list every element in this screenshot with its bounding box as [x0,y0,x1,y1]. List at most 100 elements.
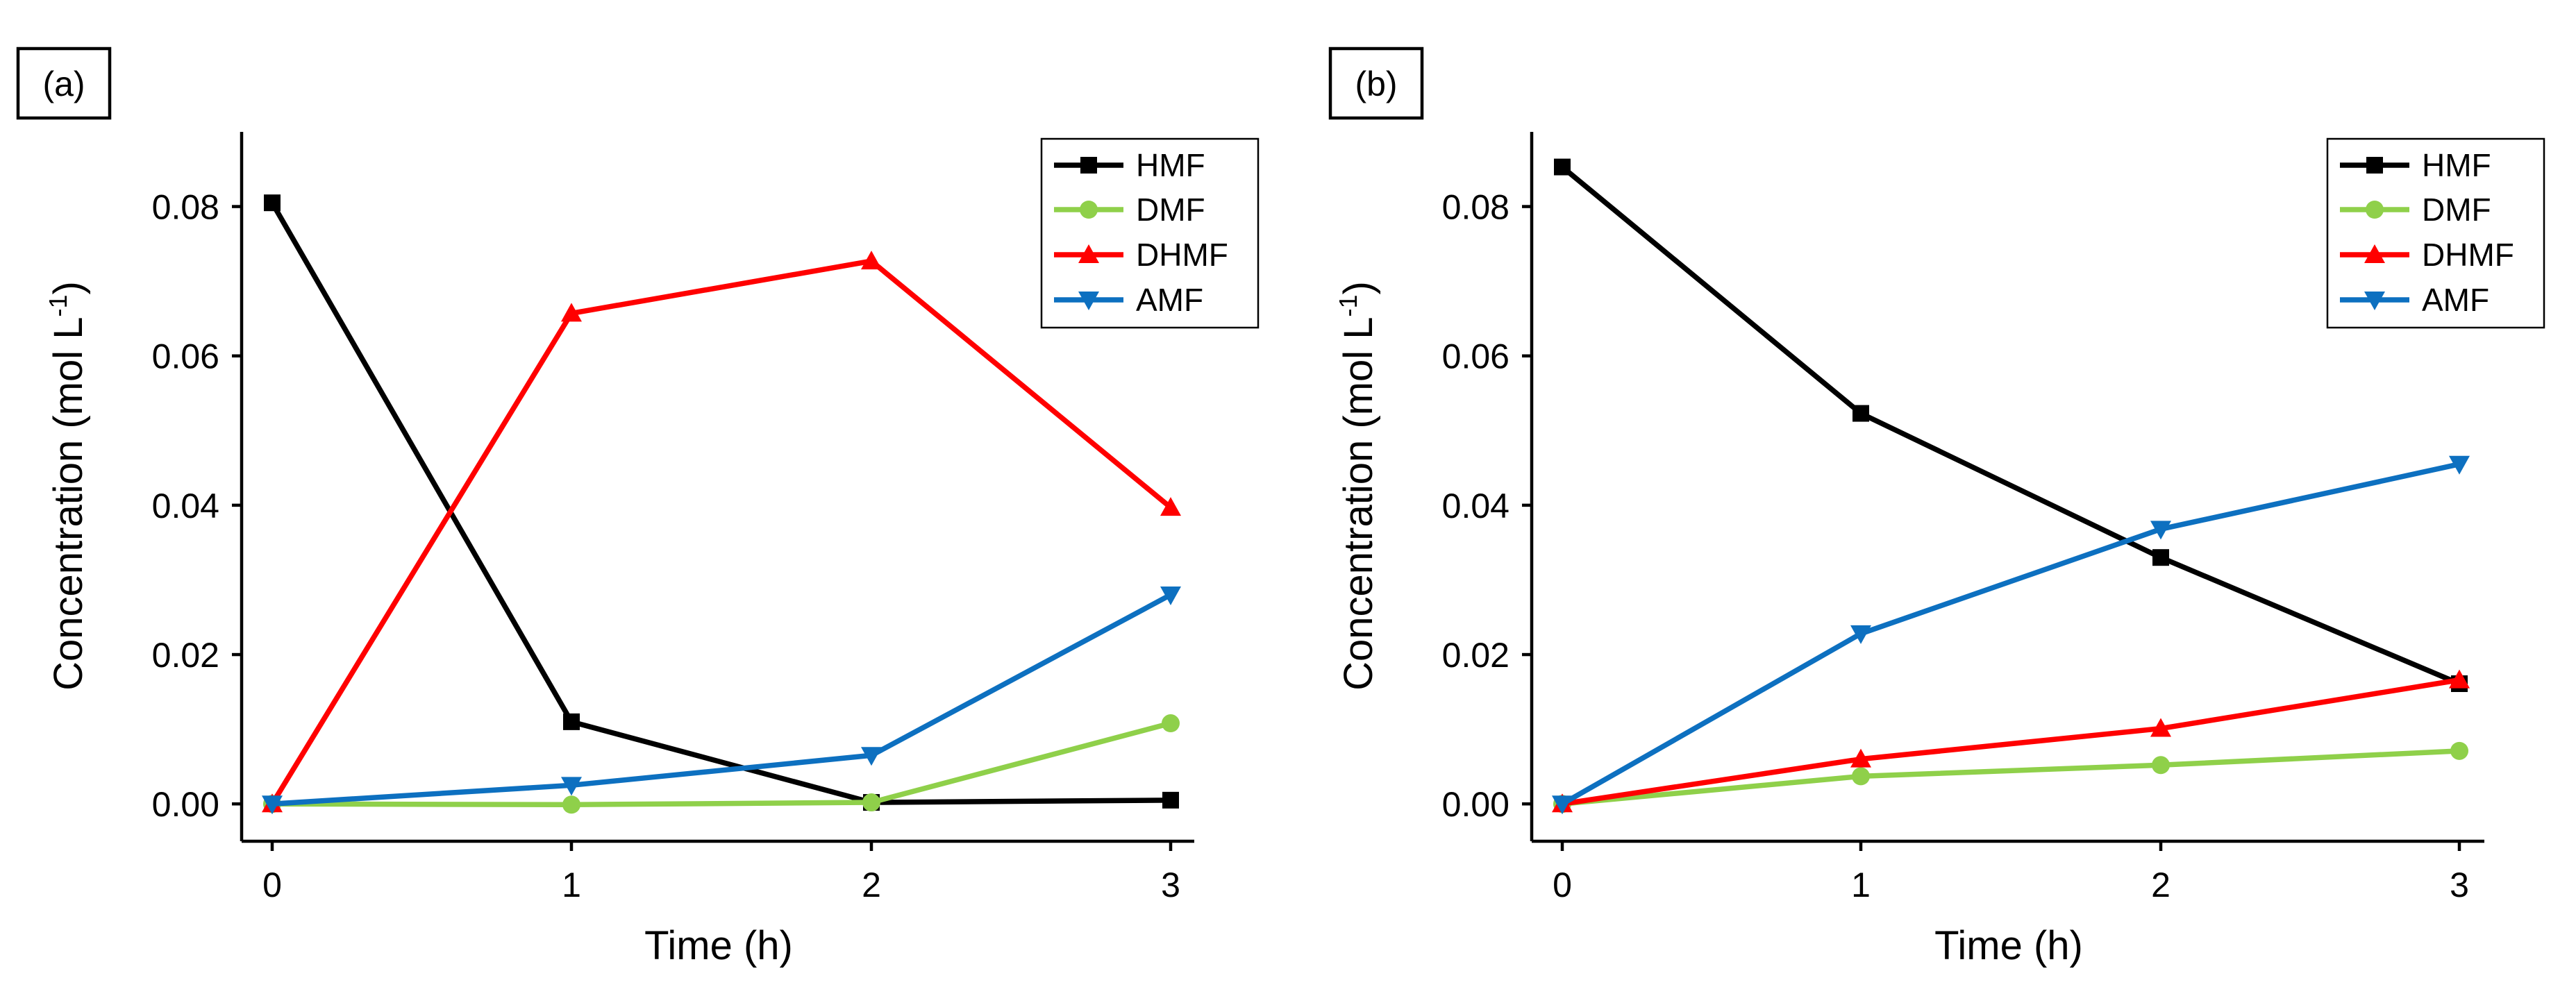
amf-marker [262,795,283,815]
legend-label: HMF [1136,147,1205,183]
dmf-marker [2366,201,2384,219]
panel-label: (a) [42,65,85,103]
dhmf-marker [2150,718,2171,737]
legend-entry-amf: AMF [1054,282,1203,318]
hmf-marker [1554,158,1571,176]
y-ticks [1522,205,1532,806]
legend-marker [1078,244,1099,263]
legend-marker [1080,201,1098,219]
y-tick-label: 0.02 [1442,636,1509,675]
x-tick-label: 1 [1851,866,1871,904]
amf-marker [1078,292,1099,310]
dhmf-marker [861,251,882,270]
y-axis-title-suffix: ) [46,281,91,294]
amf-series-line [1561,462,2460,807]
x-tick-label: 2 [862,866,881,904]
panel-a: (a) 0.00 0.02 0.04 0.06 0.08 0 1 2 3 Tim… [16,47,1260,968]
x-tick-label: 1 [562,866,581,904]
y-axis-title-main: Concentration (mol L [1336,317,1381,690]
legend-entry-amf: AMF [2340,282,2489,318]
y-axis-title-superscript: -1 [44,294,72,317]
x-ticks [270,841,1173,851]
legend-marker [1080,157,1097,174]
dmf-series-line [1562,748,2460,807]
y-tick-label: 0.08 [152,188,219,227]
legend-marker [2366,157,2383,174]
hmf-marker [1162,791,1179,809]
x-tick-label: 3 [2450,866,2469,904]
y-axis-title: Concentration (mol L-1) [44,281,91,691]
amf-marker [2449,455,2470,475]
amf-marker [2150,521,2171,540]
legend: HMF DMF DHMF AMF [1040,137,1260,329]
amf-marker [1850,625,1871,644]
dmf-marker [1162,714,1180,733]
plot-area [1552,158,2470,815]
hmf-marker [2152,549,2169,566]
legend-marker [2364,292,2385,310]
amf-series-line [271,592,1172,807]
dhmf-series-line [269,258,1173,806]
x-tick-label: 3 [1161,866,1180,904]
dmf-marker [562,795,580,814]
x-axis-title: Time (h) [1934,923,2083,968]
hmf-marker [1080,157,1097,174]
y-tick-label: 0.00 [1442,785,1509,824]
y-tick-label: 0.06 [1442,337,1509,376]
hmf-series-line [269,201,1171,805]
dhmf-marker [1078,244,1099,263]
y-tick-label: 0.04 [152,487,219,525]
dmf-marker [2450,741,2468,760]
dmf-marker [1852,767,1870,786]
legend-entry-dhmf: DHMF [1054,237,1228,273]
dmf-marker [1080,201,1098,219]
dhmf-marker [1850,748,1871,768]
y-axis-title-suffix: ) [1336,281,1381,294]
legend-marker [2366,201,2384,219]
legend: HMF DMF DHMF AMF [2326,137,2545,329]
dhmf-marker [2449,669,2470,689]
legend-label: DHMF [1136,237,1228,273]
y-tick-label: 0.00 [152,785,219,824]
legend-entry-dmf: DMF [2340,192,2491,228]
y-axis-title-main: Concentration (mol L [46,317,91,690]
amf-marker [1160,586,1181,605]
legend-entry-hmf: HMF [1054,147,1205,183]
x-tick-label: 0 [1553,866,1572,904]
y-axis-title: Concentration (mol L-1) [1334,281,1381,691]
amf-marker [561,777,582,796]
hmf-marker [1852,405,1869,422]
legend-entry-hmf: HMF [2340,147,2491,183]
hmf-marker [2366,157,2383,174]
dhmf-marker [1160,497,1181,516]
legend-label: AMF [1136,282,1203,318]
x-ticks [1560,841,2461,851]
legend-marker [1078,292,1099,310]
panel-b: (b) 0.00 0.02 0.04 0.06 0.08 0 1 2 3 Tim… [1328,47,2545,968]
y-axis-title-superscript: -1 [1334,294,1362,317]
legend-label: HMF [2422,147,2491,183]
amf-marker [2364,292,2385,310]
x-tick-label: 2 [2151,866,2171,904]
x-tick-label: 0 [262,866,282,904]
x-axis-title: Time (h) [644,923,793,968]
hmf-series-line [1560,164,2461,686]
plot-area [262,194,1181,815]
y-tick-label: 0.06 [152,337,219,376]
dmf-marker [862,793,880,812]
legend-entry-dhmf: DHMF [2340,237,2514,273]
y-tick-label: 0.02 [152,636,219,675]
legend-box [2326,137,2545,329]
y-tick-label: 0.08 [1442,188,1509,227]
legend-entry-dmf: DMF [1054,192,1205,228]
y-ticks [232,205,242,806]
dmf-series-line [271,720,1171,808]
panel-label-box [16,47,112,120]
hmf-marker [264,194,281,212]
y-tick-label: 0.04 [1442,487,1509,525]
amf-marker [1552,795,1573,815]
legend-box [1040,137,1260,329]
legend-label: DMF [1136,192,1205,228]
panel-label: (b) [1355,65,1397,103]
